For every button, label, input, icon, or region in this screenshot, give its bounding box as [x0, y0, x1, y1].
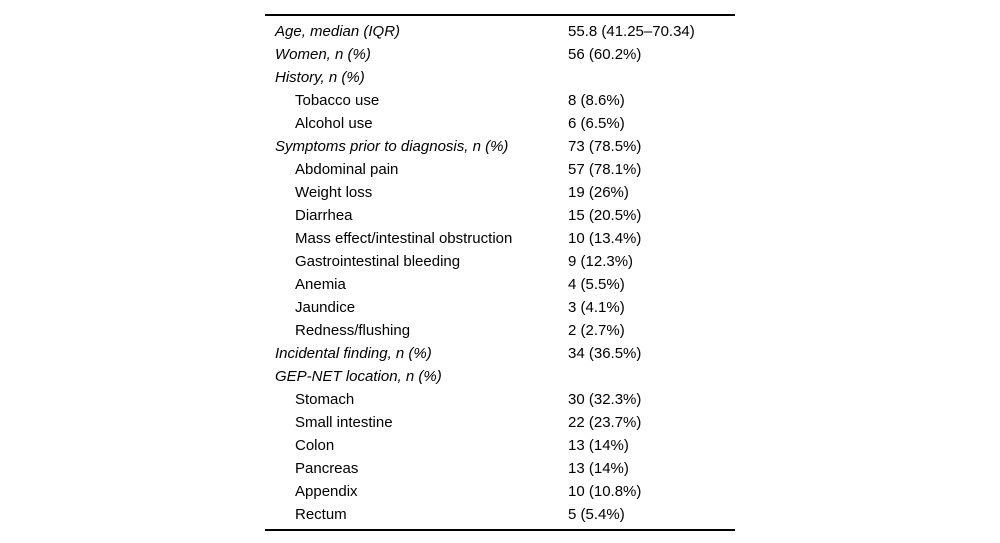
table-row: Symptoms prior to diagnosis, n (%) 73 (7…: [265, 135, 735, 158]
row-value: 13 (14%): [568, 437, 629, 454]
table-row: Abdominal pain 57 (78.1%): [265, 158, 735, 181]
row-label: Alcohol use: [295, 115, 373, 132]
row-value: 19 (26%): [568, 184, 629, 201]
table-row: History, n (%): [265, 66, 735, 89]
row-label: Symptoms prior to diagnosis, n (%): [275, 138, 509, 155]
row-value: 55.8 (41.25–70.34): [568, 23, 695, 40]
table-row: Stomach 30 (32.3%): [265, 388, 735, 411]
row-value: 56 (60.2%): [568, 46, 642, 63]
patient-characteristics-table: Age, median (IQR) 55.8 (41.25–70.34) Wom…: [265, 14, 735, 531]
table-row: Incidental finding, n (%) 34 (36.5%): [265, 342, 735, 365]
row-label: Mass effect/intestinal obstruction: [295, 230, 513, 247]
table-row: Small intestine 22 (23.7%): [265, 411, 735, 434]
table-row: Mass effect/intestinal obstruction 10 (1…: [265, 227, 735, 250]
row-label: Colon: [295, 437, 335, 454]
row-label: Diarrhea: [295, 207, 353, 224]
table-row: Women, n (%) 56 (60.2%): [265, 43, 735, 66]
row-value: 10 (13.4%): [568, 230, 642, 247]
row-label: Weight loss: [295, 184, 373, 201]
row-label: Gastrointestinal bleeding: [295, 253, 461, 270]
row-label: Age, median (IQR): [275, 23, 401, 40]
row-value: 2 (2.7%): [568, 322, 625, 339]
row-label: Redness/flushing: [295, 322, 411, 339]
row-value: 30 (32.3%): [568, 391, 642, 408]
table-row: Weight loss 19 (26%): [265, 181, 735, 204]
row-label: Incidental finding, n (%): [275, 345, 432, 362]
table-row: Anemia 4 (5.5%): [265, 273, 735, 296]
table-row: Gastrointestinal bleeding 9 (12.3%): [265, 250, 735, 273]
table-row: Tobacco use 8 (8.6%): [265, 89, 735, 112]
row-value: 57 (78.1%): [568, 161, 642, 178]
row-value: 13 (14%): [568, 460, 629, 477]
table-row: Diarrhea 15 (20.5%): [265, 204, 735, 227]
row-value: 6 (6.5%): [568, 115, 625, 132]
row-label: Jaundice: [295, 299, 356, 316]
table-row: Appendix 10 (10.8%): [265, 480, 735, 503]
row-label: Anemia: [295, 276, 346, 293]
row-label: Tobacco use: [295, 92, 380, 109]
table-row: Colon 13 (14%): [265, 434, 735, 457]
row-label: Appendix: [295, 483, 358, 500]
row-value: 34 (36.5%): [568, 345, 642, 362]
row-value: 4 (5.5%): [568, 276, 625, 293]
row-label: History, n (%): [275, 69, 365, 86]
row-value: 22 (23.7%): [568, 414, 642, 431]
table-row: Rectum 5 (5.4%): [265, 503, 735, 526]
table-rows: Age, median (IQR) 55.8 (41.25–70.34) Wom…: [265, 16, 735, 529]
row-value: 10 (10.8%): [568, 483, 642, 500]
row-value: 3 (4.1%): [568, 299, 625, 316]
row-label: Stomach: [295, 391, 355, 408]
row-label: Abdominal pain: [295, 161, 399, 178]
row-value: 9 (12.3%): [568, 253, 634, 270]
row-label: Small intestine: [295, 414, 393, 431]
table-row: Age, median (IQR) 55.8 (41.25–70.34): [265, 20, 735, 43]
row-value: 73 (78.5%): [568, 138, 642, 155]
row-value: 8 (8.6%): [568, 92, 625, 109]
row-label: Women, n (%): [275, 46, 371, 63]
table-row: Jaundice 3 (4.1%): [265, 296, 735, 319]
table-row: Redness/flushing 2 (2.7%): [265, 319, 735, 342]
table-top-rule: [265, 14, 735, 16]
table-row: Pancreas 13 (14%): [265, 457, 735, 480]
table-row: GEP-NET location, n (%): [265, 365, 735, 388]
row-label: GEP-NET location, n (%): [275, 368, 442, 385]
row-label: Rectum: [295, 506, 347, 523]
row-label: Pancreas: [295, 460, 359, 477]
row-value: 5 (5.4%): [568, 506, 625, 523]
row-value: 15 (20.5%): [568, 207, 642, 224]
table-bottom-rule: [265, 529, 735, 531]
table-row: Alcohol use 6 (6.5%): [265, 112, 735, 135]
